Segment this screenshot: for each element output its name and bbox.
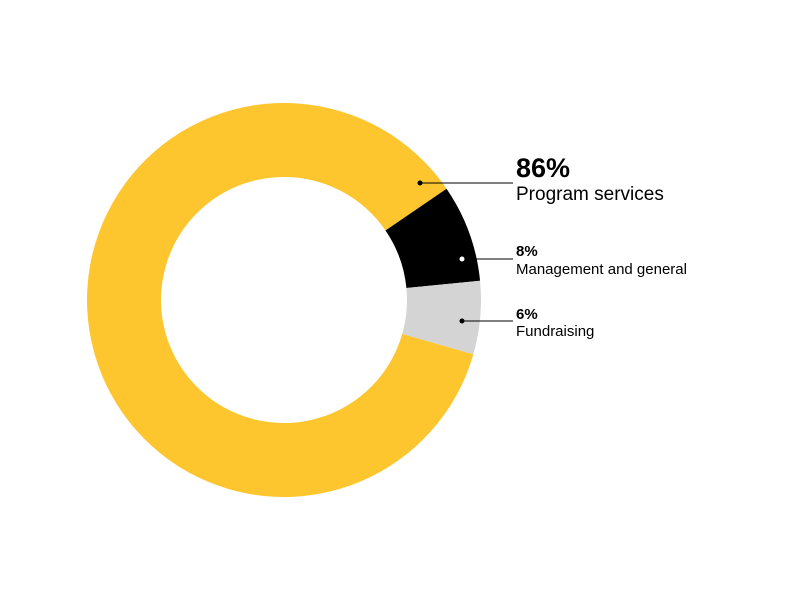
- value-label: 6%: [516, 306, 538, 323]
- category-label: Program services: [516, 184, 664, 205]
- leader-dot: [417, 180, 423, 186]
- donut-slice: [385, 188, 481, 288]
- value-label: 8%: [516, 243, 538, 260]
- donut-slice: [87, 103, 474, 498]
- value-label: 86%: [516, 153, 570, 183]
- donut-slice: [402, 280, 481, 355]
- leader-dot: [459, 256, 465, 262]
- leader-dot: [459, 318, 465, 324]
- category-label: Fundraising: [516, 323, 594, 340]
- category-label: Management and general: [516, 261, 687, 278]
